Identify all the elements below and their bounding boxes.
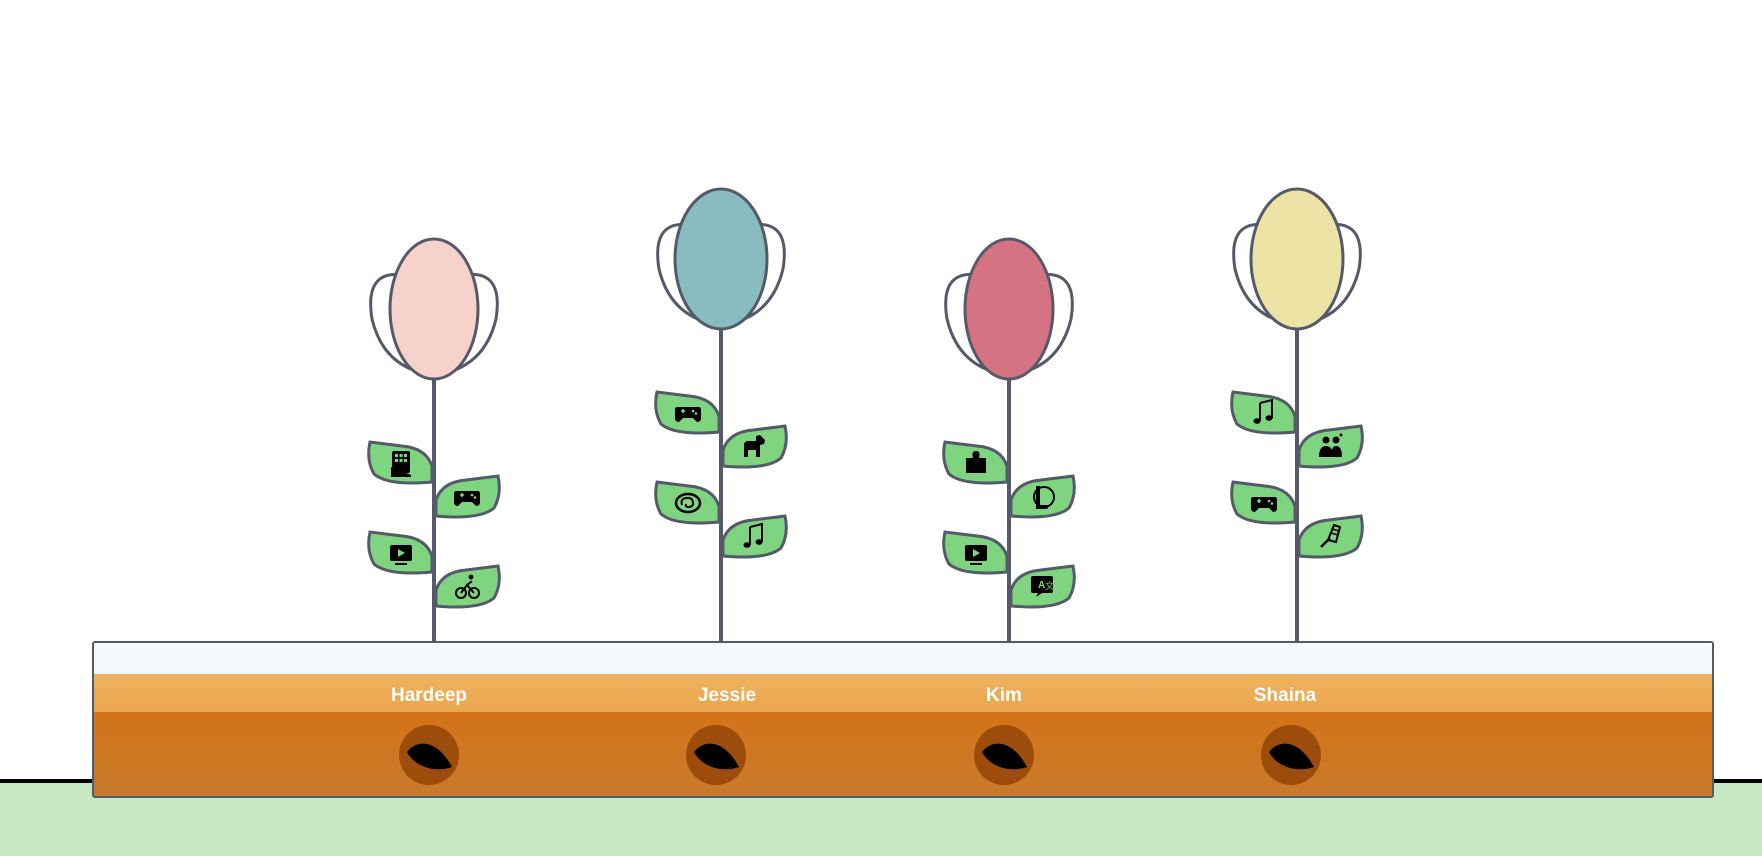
leaf-button[interactable] <box>1230 480 1297 525</box>
plant-name-jessie: Jessie <box>697 685 757 706</box>
tv-play-icon <box>965 545 987 565</box>
flower-bloom[interactable] <box>963 237 1055 381</box>
leaf-shape <box>1297 514 1364 559</box>
svg-text:文: 文 <box>1045 580 1054 591</box>
leaf-button[interactable] <box>434 474 501 519</box>
plant-jessie <box>654 187 788 641</box>
plant-hardeep <box>367 237 501 641</box>
seed-button-shaina[interactable] <box>1261 725 1321 785</box>
svg-text:A: A <box>1038 580 1045 591</box>
dog-icon <box>744 435 765 457</box>
seed-icon <box>982 743 1027 770</box>
planter-topsoil <box>94 674 1712 712</box>
badminton-icon <box>1320 523 1342 548</box>
seed-icon <box>694 743 739 770</box>
plant-name-shaina: Shaina <box>1253 685 1317 706</box>
puzzle-piece-icon <box>966 451 986 473</box>
music-note-icon <box>743 522 763 548</box>
brain-icon <box>674 492 702 514</box>
people-icon <box>1319 433 1343 457</box>
leaf-button[interactable] <box>1009 474 1076 519</box>
plant-name-hardeep: Hardeep <box>390 685 468 706</box>
leaf-button[interactable] <box>721 514 788 559</box>
leaf-button[interactable] <box>1297 514 1364 559</box>
flower-bloom[interactable] <box>673 187 769 331</box>
planter-box <box>92 641 1714 798</box>
seed-icon <box>1269 743 1314 770</box>
plant-shaina <box>1230 187 1364 641</box>
plant-name-kim: Kim <box>986 685 1022 706</box>
seed-button-hardeep[interactable] <box>399 725 459 785</box>
leaf-button[interactable] <box>1230 390 1297 435</box>
leaf-shape <box>1230 390 1297 435</box>
leaf-button[interactable] <box>1297 424 1364 469</box>
tv-play-icon <box>390 545 412 565</box>
seed-icon <box>407 743 452 770</box>
seed-button-kim[interactable] <box>974 725 1034 785</box>
gamepad-icon <box>454 491 480 506</box>
leaf-button[interactable] <box>367 440 434 485</box>
planter-rim <box>94 643 1712 674</box>
planter-soil <box>94 712 1712 796</box>
leaf-button[interactable] <box>721 424 788 469</box>
leaf-shape <box>654 480 721 525</box>
cyclist-icon <box>455 574 480 599</box>
leaf-button[interactable] <box>654 480 721 525</box>
leaf-shape <box>721 514 788 559</box>
leaf-button[interactable] <box>942 530 1009 575</box>
leaf-button[interactable] <box>367 530 434 575</box>
flower-bloom[interactable] <box>1249 187 1345 331</box>
leaf-button[interactable] <box>654 390 721 435</box>
leaf-shape <box>1009 474 1076 519</box>
gamepad-icon <box>1251 497 1277 512</box>
seed-button-jessie[interactable] <box>686 725 746 785</box>
league-logo-icon <box>1033 486 1055 509</box>
flower-bloom[interactable] <box>388 237 480 381</box>
leaf-button[interactable] <box>942 440 1009 485</box>
music-note-icon <box>1253 398 1273 424</box>
gamepad-icon <box>675 407 701 422</box>
leaf-button[interactable] <box>434 564 501 609</box>
leaf-shape <box>1297 424 1364 469</box>
calculator-icon <box>391 451 411 477</box>
